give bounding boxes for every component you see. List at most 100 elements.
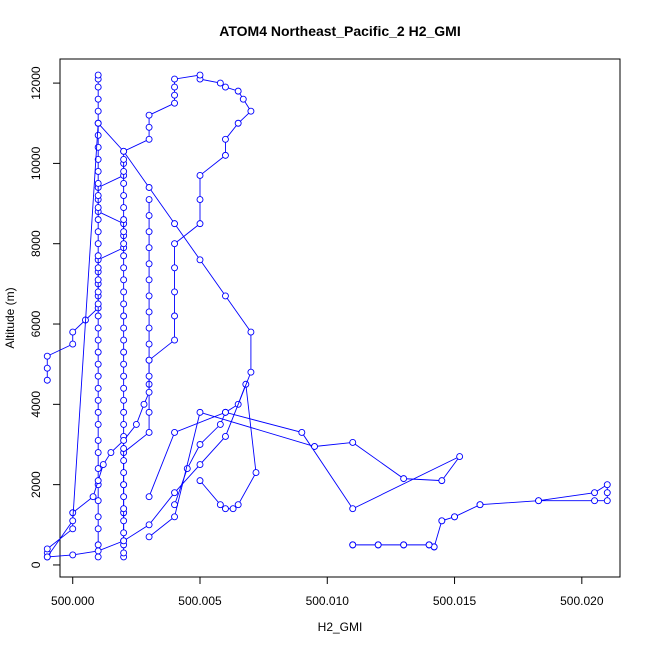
data-point <box>535 497 542 505</box>
data-point <box>183 465 191 473</box>
data-point <box>120 348 128 356</box>
data-point <box>196 256 204 264</box>
data-point <box>171 91 178 99</box>
data-point <box>94 240 102 248</box>
data-point <box>120 240 128 248</box>
data-point <box>99 461 107 469</box>
data-point <box>171 75 178 83</box>
series-line <box>174 384 257 510</box>
series-7 <box>145 408 464 541</box>
data-point <box>120 537 128 545</box>
data-point <box>94 437 102 444</box>
data-point <box>120 192 128 199</box>
data-point <box>94 192 102 199</box>
data-point <box>120 372 128 380</box>
chart-title: ATOM4 Northeast_Pacific_2 H2_GMI <box>219 23 460 39</box>
data-point <box>222 292 229 300</box>
y-tick-label: 4000 <box>29 391 43 418</box>
data-point <box>603 497 611 505</box>
data-point <box>171 513 178 521</box>
data-point <box>145 340 153 348</box>
data-point <box>132 420 140 428</box>
data-point <box>145 196 153 203</box>
data-point <box>94 83 102 91</box>
y-tick-label: 12000 <box>29 66 43 100</box>
data-point <box>145 308 153 316</box>
data-point <box>94 420 102 428</box>
data-point <box>222 433 229 440</box>
series-line <box>352 483 608 548</box>
data-point <box>145 324 153 332</box>
x-tick-label: 500.000 <box>51 594 95 608</box>
data-point <box>120 147 128 155</box>
data-point <box>229 505 237 513</box>
data-point <box>120 312 128 320</box>
data-point <box>94 360 102 368</box>
data-point <box>94 547 102 555</box>
data-point <box>94 119 102 127</box>
data-point <box>140 400 148 408</box>
data-point <box>171 428 178 436</box>
data-point <box>120 549 128 557</box>
data-point <box>120 493 128 501</box>
data-point <box>94 497 102 505</box>
data-point <box>69 551 77 559</box>
data-point <box>400 475 408 483</box>
data-point <box>94 252 102 260</box>
data-point <box>222 135 229 143</box>
data-point <box>94 336 102 344</box>
data-point <box>196 461 204 469</box>
data-point <box>591 489 598 497</box>
data-point <box>196 477 204 485</box>
data-point <box>120 300 128 308</box>
data-point <box>145 212 153 220</box>
data-point <box>196 408 204 416</box>
data-point <box>171 240 178 248</box>
data-point <box>234 501 242 509</box>
x-tick-label: 500.015 <box>433 594 477 608</box>
data-point <box>171 83 178 91</box>
data-point <box>196 171 204 179</box>
data-point <box>94 449 102 456</box>
data-point <box>145 228 153 236</box>
series-8 <box>43 119 255 561</box>
data-point <box>145 533 153 541</box>
data-point <box>94 525 102 533</box>
data-point <box>94 300 102 308</box>
data-point <box>120 252 128 260</box>
data-point <box>591 497 598 505</box>
data-point <box>120 457 128 465</box>
y-tick-label: 8000 <box>29 230 43 257</box>
data-point <box>94 312 102 320</box>
data-point <box>247 328 255 336</box>
data-point <box>222 151 229 159</box>
data-point <box>120 204 128 212</box>
data-point <box>94 71 102 79</box>
data-point <box>43 545 51 553</box>
data-point <box>120 264 128 272</box>
data-point <box>145 521 153 529</box>
data-point <box>438 517 446 525</box>
data-point <box>89 493 97 501</box>
data-point <box>171 489 178 497</box>
data-point <box>94 384 102 392</box>
data-point <box>120 437 128 444</box>
y-tick-label: 2000 <box>29 471 43 498</box>
data-point <box>400 541 408 549</box>
data-point <box>196 220 204 228</box>
data-point <box>94 228 102 236</box>
data-point <box>145 123 153 131</box>
data-point <box>120 445 128 452</box>
x-tick-label: 500.005 <box>178 594 222 608</box>
y-tick-label: 0 <box>29 561 43 568</box>
data-point <box>171 312 178 320</box>
data-point <box>43 364 51 372</box>
data-point <box>171 220 178 228</box>
data-point <box>69 328 77 336</box>
data-point <box>94 204 102 212</box>
data-point <box>94 264 102 272</box>
data-point <box>234 87 242 95</box>
data-point <box>69 340 77 348</box>
data-point <box>94 372 102 380</box>
x-axis: 500.000 500.005 500.010 500.015 500.020 <box>51 576 604 608</box>
